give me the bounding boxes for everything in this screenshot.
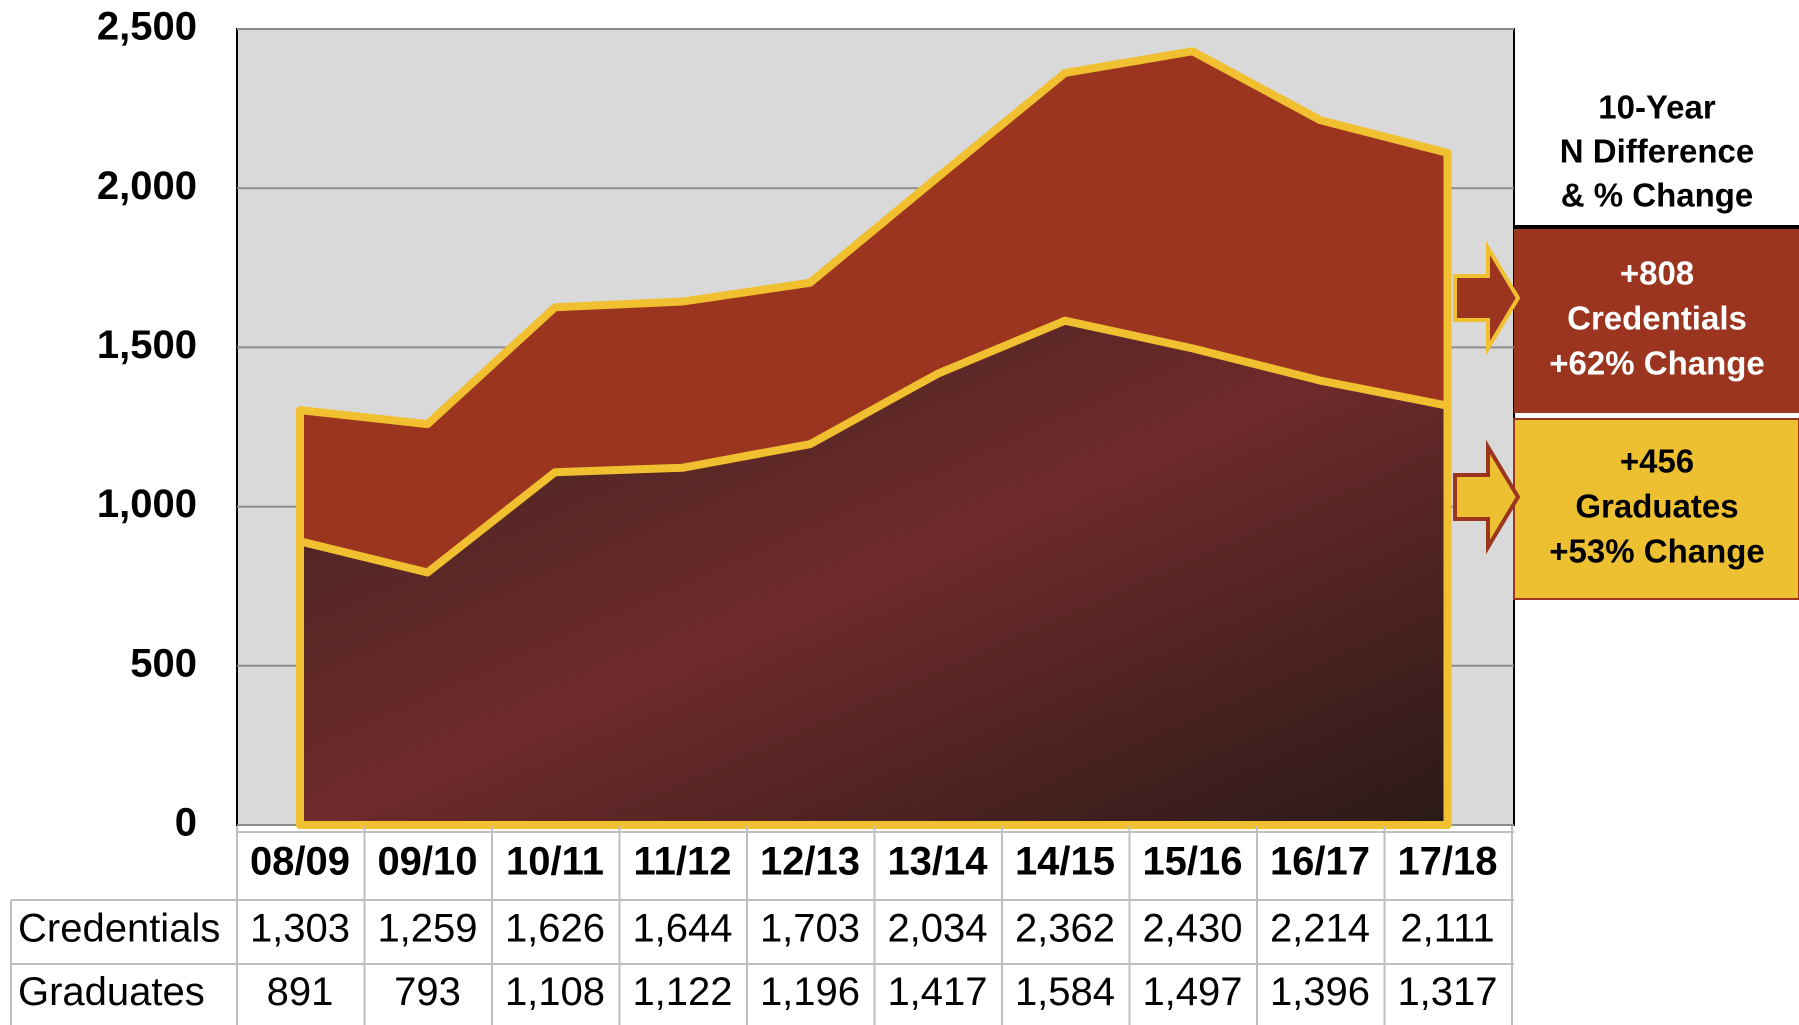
table-value: 2,111	[1400, 907, 1494, 951]
x-tick-label: 08/09	[250, 840, 350, 884]
table-value: 1,703	[760, 907, 860, 951]
row-label: Graduates	[18, 970, 205, 1014]
table-value: 1,303	[250, 907, 350, 951]
table-value: 1,396	[1270, 970, 1370, 1014]
arrow	[1453, 439, 1521, 555]
y-tick-label: 2,000	[97, 164, 197, 208]
x-tick-label: 14/15	[1015, 840, 1115, 884]
table-value: 1,108	[505, 970, 605, 1014]
table-value: 2,430	[1142, 907, 1242, 951]
side-text: +456	[1620, 443, 1694, 480]
side-box	[1514, 229, 1799, 413]
side-box	[1513, 418, 1799, 600]
x-tick-label: 09/10	[377, 840, 477, 884]
y-tick-label: 1,000	[97, 482, 197, 526]
table-value: 1,122	[632, 970, 732, 1014]
table-value: 891	[267, 970, 334, 1014]
table-value: 2,034	[887, 907, 987, 951]
table-value: 1,626	[505, 907, 605, 951]
table-value: 1,584	[1015, 970, 1115, 1014]
table-value: 1,317	[1397, 970, 1497, 1014]
side-header: & % Change	[1561, 177, 1754, 214]
x-tick-label: 17/18	[1397, 840, 1497, 884]
table-value: 793	[394, 970, 461, 1014]
x-tick-label: 13/14	[887, 840, 988, 884]
side-header: N Difference	[1560, 133, 1754, 170]
side-header: 10-Year	[1598, 89, 1716, 126]
y-tick-label: 0	[175, 801, 197, 845]
y-tick-label: 1,500	[97, 323, 197, 367]
x-tick-label: 11/12	[634, 840, 732, 884]
x-tick-label: 16/17	[1270, 840, 1370, 884]
side-text: +62% Change	[1549, 345, 1765, 382]
table-value: 2,362	[1015, 907, 1115, 951]
table-value: 1,259	[377, 907, 477, 951]
x-tick-label: 15/16	[1142, 840, 1242, 884]
table-value: 1,196	[760, 970, 860, 1014]
table-value: 2,214	[1270, 907, 1370, 951]
table-value: 1,644	[632, 907, 732, 951]
table-value: 1,497	[1142, 970, 1242, 1014]
y-tick-label: 500	[130, 641, 197, 685]
side-text: Credentials	[1567, 300, 1747, 337]
side-text: Graduates	[1575, 488, 1738, 525]
side-text: +53% Change	[1549, 533, 1765, 570]
row-label: Credentials	[18, 907, 220, 951]
x-tick-label: 12/13	[760, 840, 860, 884]
side-text: +808	[1620, 255, 1694, 292]
y-tick-label: 2,500	[97, 5, 197, 49]
table-value: 1,417	[887, 970, 987, 1014]
x-tick-label: 10/11	[506, 840, 604, 884]
arrow	[1453, 240, 1521, 356]
area	[296, 316, 1452, 829]
